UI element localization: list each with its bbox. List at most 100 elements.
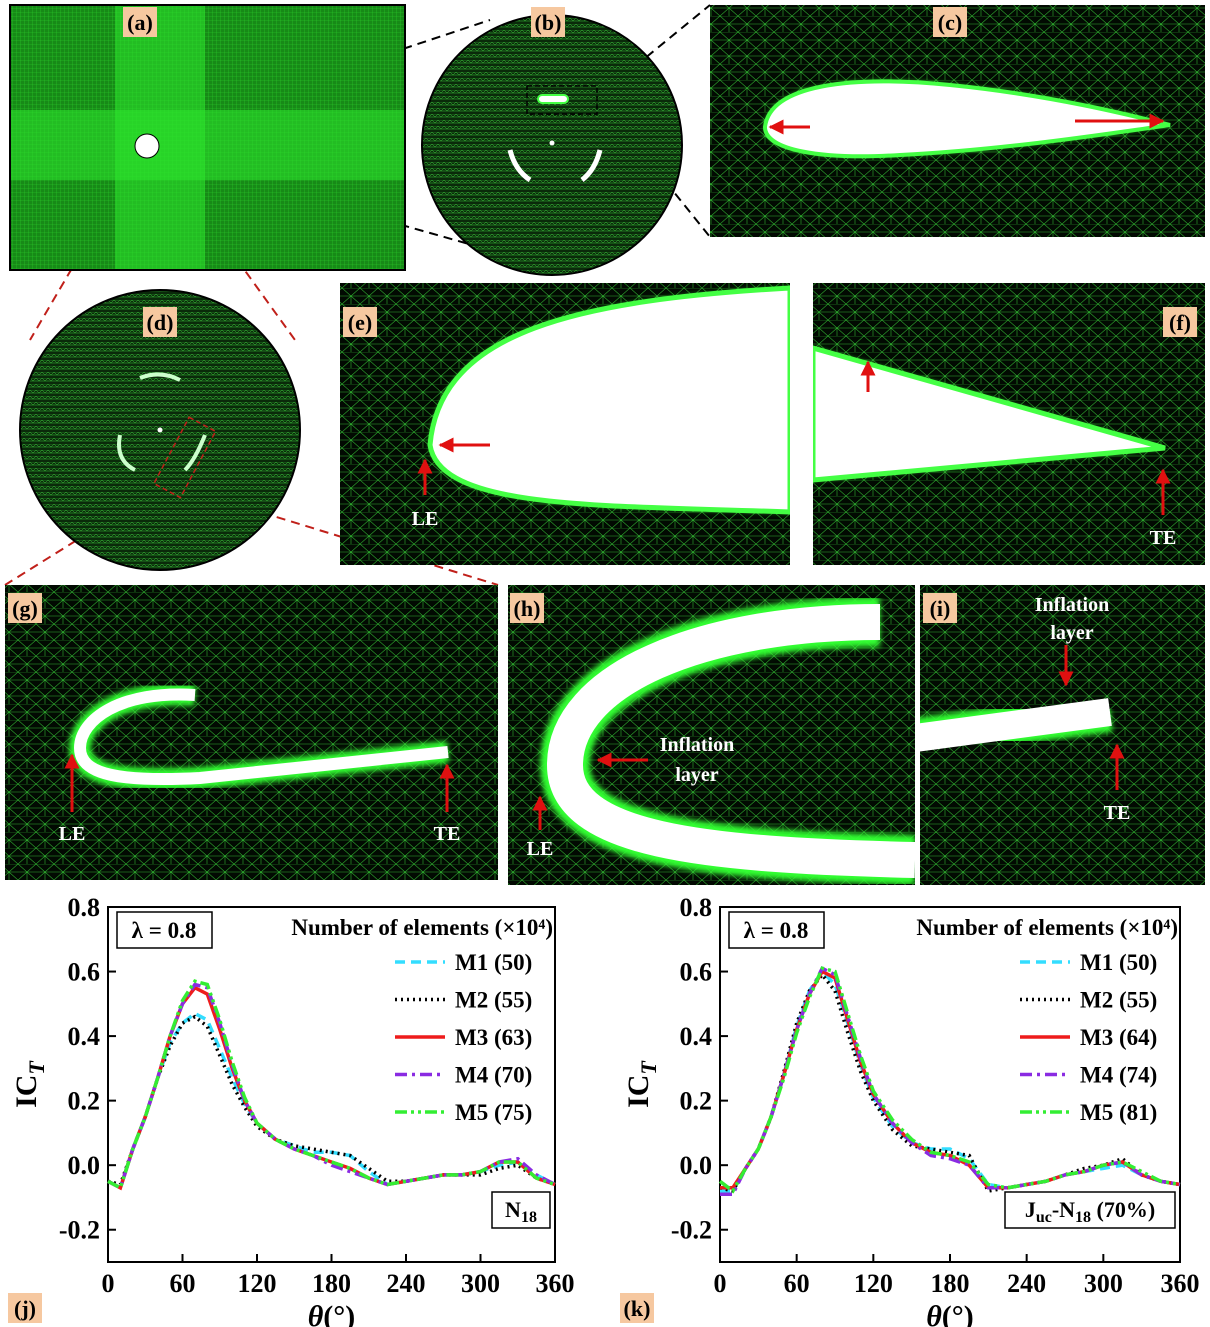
box-label-part: J (1025, 1197, 1036, 1222)
annotation: Inflation (660, 734, 734, 756)
annotation-box (116, 911, 213, 949)
panel-label: (a) (127, 10, 153, 35)
panel-b (421, 14, 683, 276)
y-label-sub: T (24, 1060, 49, 1075)
series-line (107, 979, 556, 1191)
y-tick-label: 0.0 (680, 1151, 713, 1180)
annotation: TE (434, 823, 461, 845)
panel-label-bg (933, 7, 967, 37)
legend-label: M1 (50) (1080, 950, 1157, 975)
annotation: Inflation (1035, 594, 1109, 616)
x-tick-label: 120 (238, 1269, 277, 1298)
y-tick-label: 0.2 (680, 1087, 713, 1116)
panel-label: (f) (1169, 310, 1191, 335)
annotation: LE (412, 508, 439, 530)
x-tick-label: 60 (784, 1269, 810, 1298)
annotation: LE (815, 117, 842, 139)
panel-label: (h) (514, 596, 541, 621)
y-tick-label: 0.2 (68, 1087, 101, 1116)
panel-label-bg (343, 307, 377, 337)
x-tick-label: 180 (931, 1269, 970, 1298)
annotation: λ = 0.8 (132, 918, 197, 943)
legend-label: M4 (74) (1080, 1063, 1157, 1088)
annotation: layer (675, 764, 718, 786)
annotation-box (728, 911, 825, 949)
panel-a (9, 4, 406, 271)
legend-label: M3 (64) (1080, 1025, 1157, 1050)
legend-label: M5 (81) (1080, 1100, 1157, 1125)
annotation: LE (527, 838, 554, 860)
box-label: N18 (505, 1197, 537, 1226)
y-label-main: IC (622, 1075, 655, 1108)
panel-label-bg (8, 1293, 42, 1323)
panel-i (920, 585, 1205, 885)
box-label-part: -N (1052, 1197, 1075, 1222)
box-label-frame (491, 1191, 551, 1229)
legend-label: M4 (70) (455, 1063, 532, 1088)
panel-label: (j) (14, 1296, 36, 1321)
panel-label-bg (8, 593, 42, 623)
box-label: Juc-N18 (70%) (1025, 1197, 1155, 1226)
x-tick-label: 360 (536, 1269, 575, 1298)
annotation: TE (1150, 527, 1177, 549)
y-tick-label: 0.4 (68, 1022, 101, 1051)
panel-label: (k) (624, 1296, 651, 1321)
series-line (718, 966, 1181, 1194)
y-axis-label: ICT (622, 1060, 661, 1108)
panel-label: (g) (12, 596, 38, 621)
legend-label: M2 (55) (455, 988, 532, 1013)
annotation: layer (848, 428, 891, 450)
y-axis-label: ICT (10, 1060, 49, 1108)
annotation: layer (1050, 622, 1093, 644)
x-tick-label: 300 (461, 1269, 500, 1298)
panel-label: (i) (930, 596, 951, 621)
x-tick-label: 360 (1161, 1269, 1200, 1298)
annotation: LE (59, 823, 86, 845)
annotation: Inflation (833, 398, 907, 420)
y-tick-label: 0.8 (680, 893, 713, 922)
y-tick-label: 0.4 (680, 1022, 713, 1051)
x-tick-label: 120 (854, 1269, 893, 1298)
panel-label: (d) (147, 310, 174, 335)
x-tick-label: 180 (312, 1269, 351, 1298)
panel-label-bg (531, 7, 565, 37)
panel-label-bg (123, 7, 157, 37)
arrows (64, 113, 1171, 830)
panel-h (508, 585, 915, 885)
panel-e (340, 283, 790, 565)
series-line (107, 985, 556, 1191)
annotation: Inflation (500, 423, 574, 445)
x-tick-label: 240 (387, 1269, 426, 1298)
panel-label-bg (143, 307, 177, 337)
x-tick-label: 60 (170, 1269, 196, 1298)
y-label-sub: T (636, 1060, 661, 1075)
y-tick-label: -0.2 (671, 1216, 712, 1245)
box-label-part: 18 (1075, 1209, 1091, 1226)
x-label-unit: (°) (942, 1300, 974, 1327)
annotation: TE (1104, 802, 1131, 824)
panel-label-bg (1163, 307, 1197, 337)
legend-label: M2 (55) (1080, 988, 1157, 1013)
x-label-symbol: θ (926, 1300, 942, 1327)
legend-label: M1 (50) (455, 950, 532, 975)
legend-title: Number of elements (×10⁴) (291, 915, 553, 940)
box-label-part: 18 (521, 1209, 537, 1226)
box-label-part: (70%) (1091, 1197, 1155, 1222)
panel-g (5, 585, 498, 880)
y-tick-label: 0.8 (68, 893, 101, 922)
panel-label-bg (620, 1293, 654, 1323)
annotation: λ = 0.8 (744, 918, 809, 943)
box-label-part: N (505, 1197, 521, 1222)
x-label-unit: (°) (323, 1300, 355, 1327)
panel-label: (e) (348, 310, 372, 335)
y-tick-label: 0.0 (68, 1151, 101, 1180)
panel-label: (c) (938, 10, 962, 35)
panel-label: (b) (535, 10, 562, 35)
box-label-part: uc (1036, 1209, 1052, 1226)
annotation: TE (1025, 111, 1052, 133)
x-axis-label: θ(°) (926, 1300, 974, 1327)
legend-label: M3 (63) (455, 1025, 532, 1050)
x-axis-label: θ(°) (308, 1300, 356, 1327)
x-tick-label: 0 (714, 1269, 727, 1298)
